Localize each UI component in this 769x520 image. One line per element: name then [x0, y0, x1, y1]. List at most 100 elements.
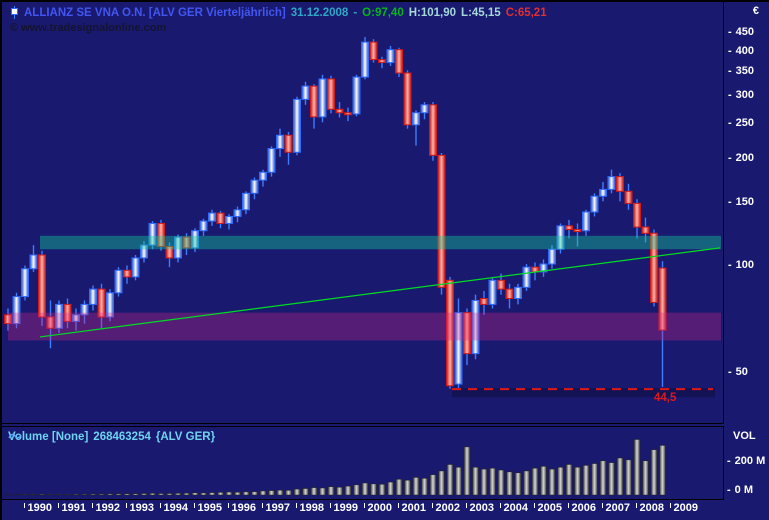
year-label: 2002 — [431, 502, 460, 514]
candle-body — [361, 41, 369, 78]
volume-bar — [574, 467, 581, 496]
candle-body — [505, 288, 514, 299]
candle-body — [216, 212, 225, 224]
close-value: C:65,21 — [505, 6, 547, 19]
candle-body — [395, 49, 403, 74]
candle-body — [225, 215, 233, 224]
candle-body — [386, 49, 395, 64]
candle-body — [454, 312, 463, 385]
volume-tick-label: -0 M — [727, 484, 754, 496]
volume-bar — [361, 482, 369, 496]
volume-bar — [38, 494, 46, 496]
candle-body — [437, 154, 446, 288]
candle-body — [97, 288, 106, 318]
year-label: 1999 — [329, 502, 358, 514]
volume-bar — [438, 470, 445, 496]
volume-bar — [523, 470, 530, 496]
volume-bar — [446, 464, 454, 496]
candle-body — [556, 225, 565, 250]
volume-bar — [412, 477, 420, 496]
volume-bar — [310, 487, 318, 496]
volume-bar — [225, 491, 233, 496]
price-tick-label: -400 — [728, 44, 755, 57]
candle-body — [140, 244, 148, 259]
candle-body — [463, 312, 471, 355]
volume-bar — [123, 493, 131, 496]
candle-body — [123, 269, 131, 278]
volume-bar — [21, 494, 29, 496]
volume-bar — [506, 471, 513, 496]
candle-body — [412, 112, 420, 126]
volume-bar — [302, 488, 309, 496]
candle-body — [327, 78, 335, 110]
currency-label: € — [752, 5, 759, 17]
candle-body — [658, 267, 667, 331]
volume-bar — [387, 481, 394, 496]
watermark-link[interactable]: © www.tradesignalonline.com — [10, 22, 167, 34]
volume-chart-surface[interactable] — [2, 427, 723, 499]
volume-tick-label: -200 M — [727, 455, 766, 467]
year-label: 1997 — [261, 502, 290, 514]
candle-body — [276, 134, 284, 150]
volume-bar — [591, 463, 598, 496]
candle-body — [250, 179, 259, 194]
volume-bar — [259, 490, 267, 496]
candle-body — [497, 279, 505, 290]
volume-bar — [599, 460, 607, 496]
candle-body — [471, 299, 480, 355]
volume-bar — [89, 493, 97, 496]
volume-bar — [642, 460, 649, 496]
candle-body — [641, 226, 650, 234]
candle-body — [157, 222, 165, 247]
support-line-shadow — [452, 388, 715, 398]
high-value: H:101,90 — [408, 6, 457, 19]
support-price-label: 44,5 — [654, 392, 677, 404]
volume-bar — [633, 439, 641, 496]
candle-body — [344, 112, 352, 116]
resistance-zone — [40, 235, 721, 250]
candle-body — [590, 195, 599, 213]
price-axis[interactable]: € -450 -400 -350 -300 -250 -200 -150 -100 -50 — [725, 2, 769, 424]
candle-body — [522, 266, 531, 288]
year-label: 1990 — [23, 502, 52, 514]
price-chart-panel[interactable]: 44,5 ALLIANZ SE VNA O.N. [ALV GER Vierte… — [2, 2, 724, 424]
volume-bar — [276, 489, 284, 496]
volume-bar — [395, 479, 403, 496]
volume-bar — [217, 492, 224, 496]
volume-indicator-label: Volume [None] — [8, 431, 89, 443]
low-value: L:45,15 — [461, 6, 501, 19]
volume-axis-title: VOL — [733, 430, 756, 442]
price-tick-label: -150 — [728, 196, 755, 209]
volume-panel[interactable]: Volume [None] 268463254 {ALV GER} — [2, 426, 724, 500]
volume-bar — [540, 466, 547, 496]
volume-bar — [353, 484, 360, 496]
candle-body — [573, 229, 582, 233]
volume-bar — [616, 457, 624, 496]
wave-icon — [8, 433, 22, 439]
candle-body — [633, 202, 641, 228]
time-axis[interactable]: 1990 1991 1992 1993 1994 1995 1996 1997 1998 1999… — [2, 500, 769, 520]
price-tick-label: -100 — [728, 259, 755, 271]
volume-bar — [200, 492, 207, 496]
volume-bar — [140, 493, 148, 496]
price-tick-label: -50 — [728, 366, 748, 379]
year-label: 1993 — [125, 502, 154, 514]
candle-body — [29, 254, 38, 270]
candle-body — [233, 209, 242, 217]
candle-body — [548, 248, 556, 265]
candle-body — [301, 85, 310, 100]
volume-indicator-header[interactable]: Volume [None] 268463254 {ALV GER} — [8, 431, 215, 443]
candle-body — [72, 314, 80, 322]
candle-body — [148, 222, 157, 246]
price-tick-label: -450 — [728, 26, 755, 39]
volume-bar — [132, 493, 139, 496]
volume-bar — [55, 494, 63, 496]
candle-body — [650, 232, 658, 303]
year-label: 2006 — [567, 502, 596, 514]
volume-bar — [429, 474, 437, 496]
candlestick-chart-surface[interactable]: 44,5 — [2, 2, 723, 423]
year-label: 2008 — [635, 502, 664, 514]
candle-body — [191, 230, 199, 249]
support-zone — [8, 312, 721, 341]
